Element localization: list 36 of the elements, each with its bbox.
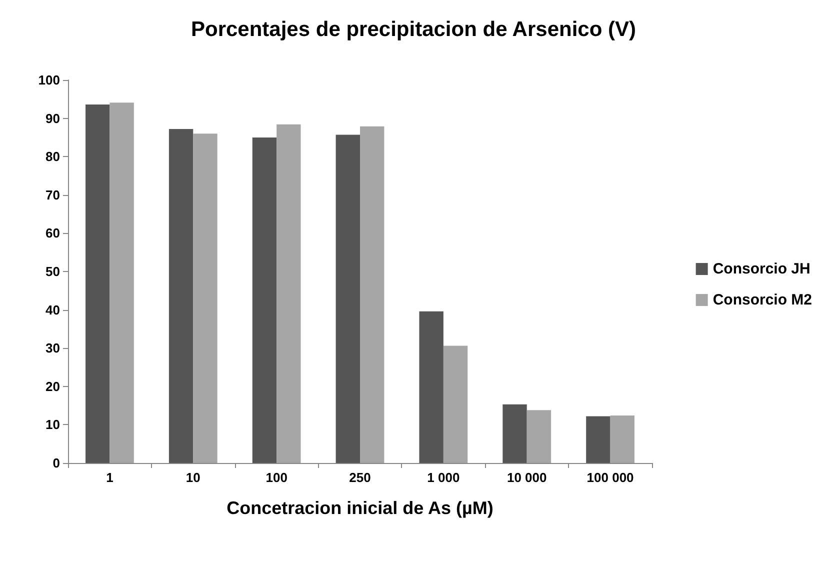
bar bbox=[110, 102, 134, 463]
y-tick-label: 40 bbox=[46, 302, 60, 318]
x-tick-label: 1 bbox=[106, 470, 114, 485]
y-tick-label: 50 bbox=[46, 264, 60, 279]
x-tick-label: 10 bbox=[186, 470, 200, 485]
bar bbox=[502, 404, 527, 463]
x-tick-label: 1 000 bbox=[427, 470, 460, 485]
bar bbox=[526, 410, 552, 463]
bar bbox=[360, 126, 384, 463]
y-tick-label: 0 bbox=[52, 456, 60, 470]
bar bbox=[419, 311, 444, 463]
bar bbox=[443, 346, 468, 463]
x-tick-label: 100 000 bbox=[586, 470, 634, 485]
y-tick-label: 10 bbox=[46, 417, 60, 432]
x-tick-label: 250 bbox=[349, 470, 371, 485]
y-tick-label: 100 bbox=[38, 72, 60, 88]
x-tick-label: 100 bbox=[266, 470, 288, 485]
bar bbox=[86, 104, 110, 463]
bar bbox=[193, 134, 218, 463]
bar bbox=[276, 124, 301, 463]
bar bbox=[586, 416, 610, 463]
x-axis-title: Concetracion inicial de As (µM) bbox=[226, 498, 494, 518]
y-tick-label: 90 bbox=[46, 110, 60, 126]
y-tick-label: 80 bbox=[46, 149, 60, 164]
legend-label: Consorcio JH bbox=[712, 260, 810, 278]
y-tick-label: 20 bbox=[46, 378, 60, 394]
bar bbox=[252, 137, 277, 463]
legend-label: Consorcio M2 bbox=[712, 292, 812, 308]
y-tick-label: 60 bbox=[46, 226, 60, 241]
x-tick-label: 10 000 bbox=[506, 470, 547, 485]
y-tick-label: 70 bbox=[46, 187, 60, 202]
chart-title: Porcentajes de precipitacion de Arsenico (V) bbox=[190, 18, 636, 41]
bar bbox=[168, 129, 194, 463]
y-tick-label: 30 bbox=[46, 340, 60, 356]
bar bbox=[610, 416, 634, 463]
bar bbox=[336, 134, 360, 463]
